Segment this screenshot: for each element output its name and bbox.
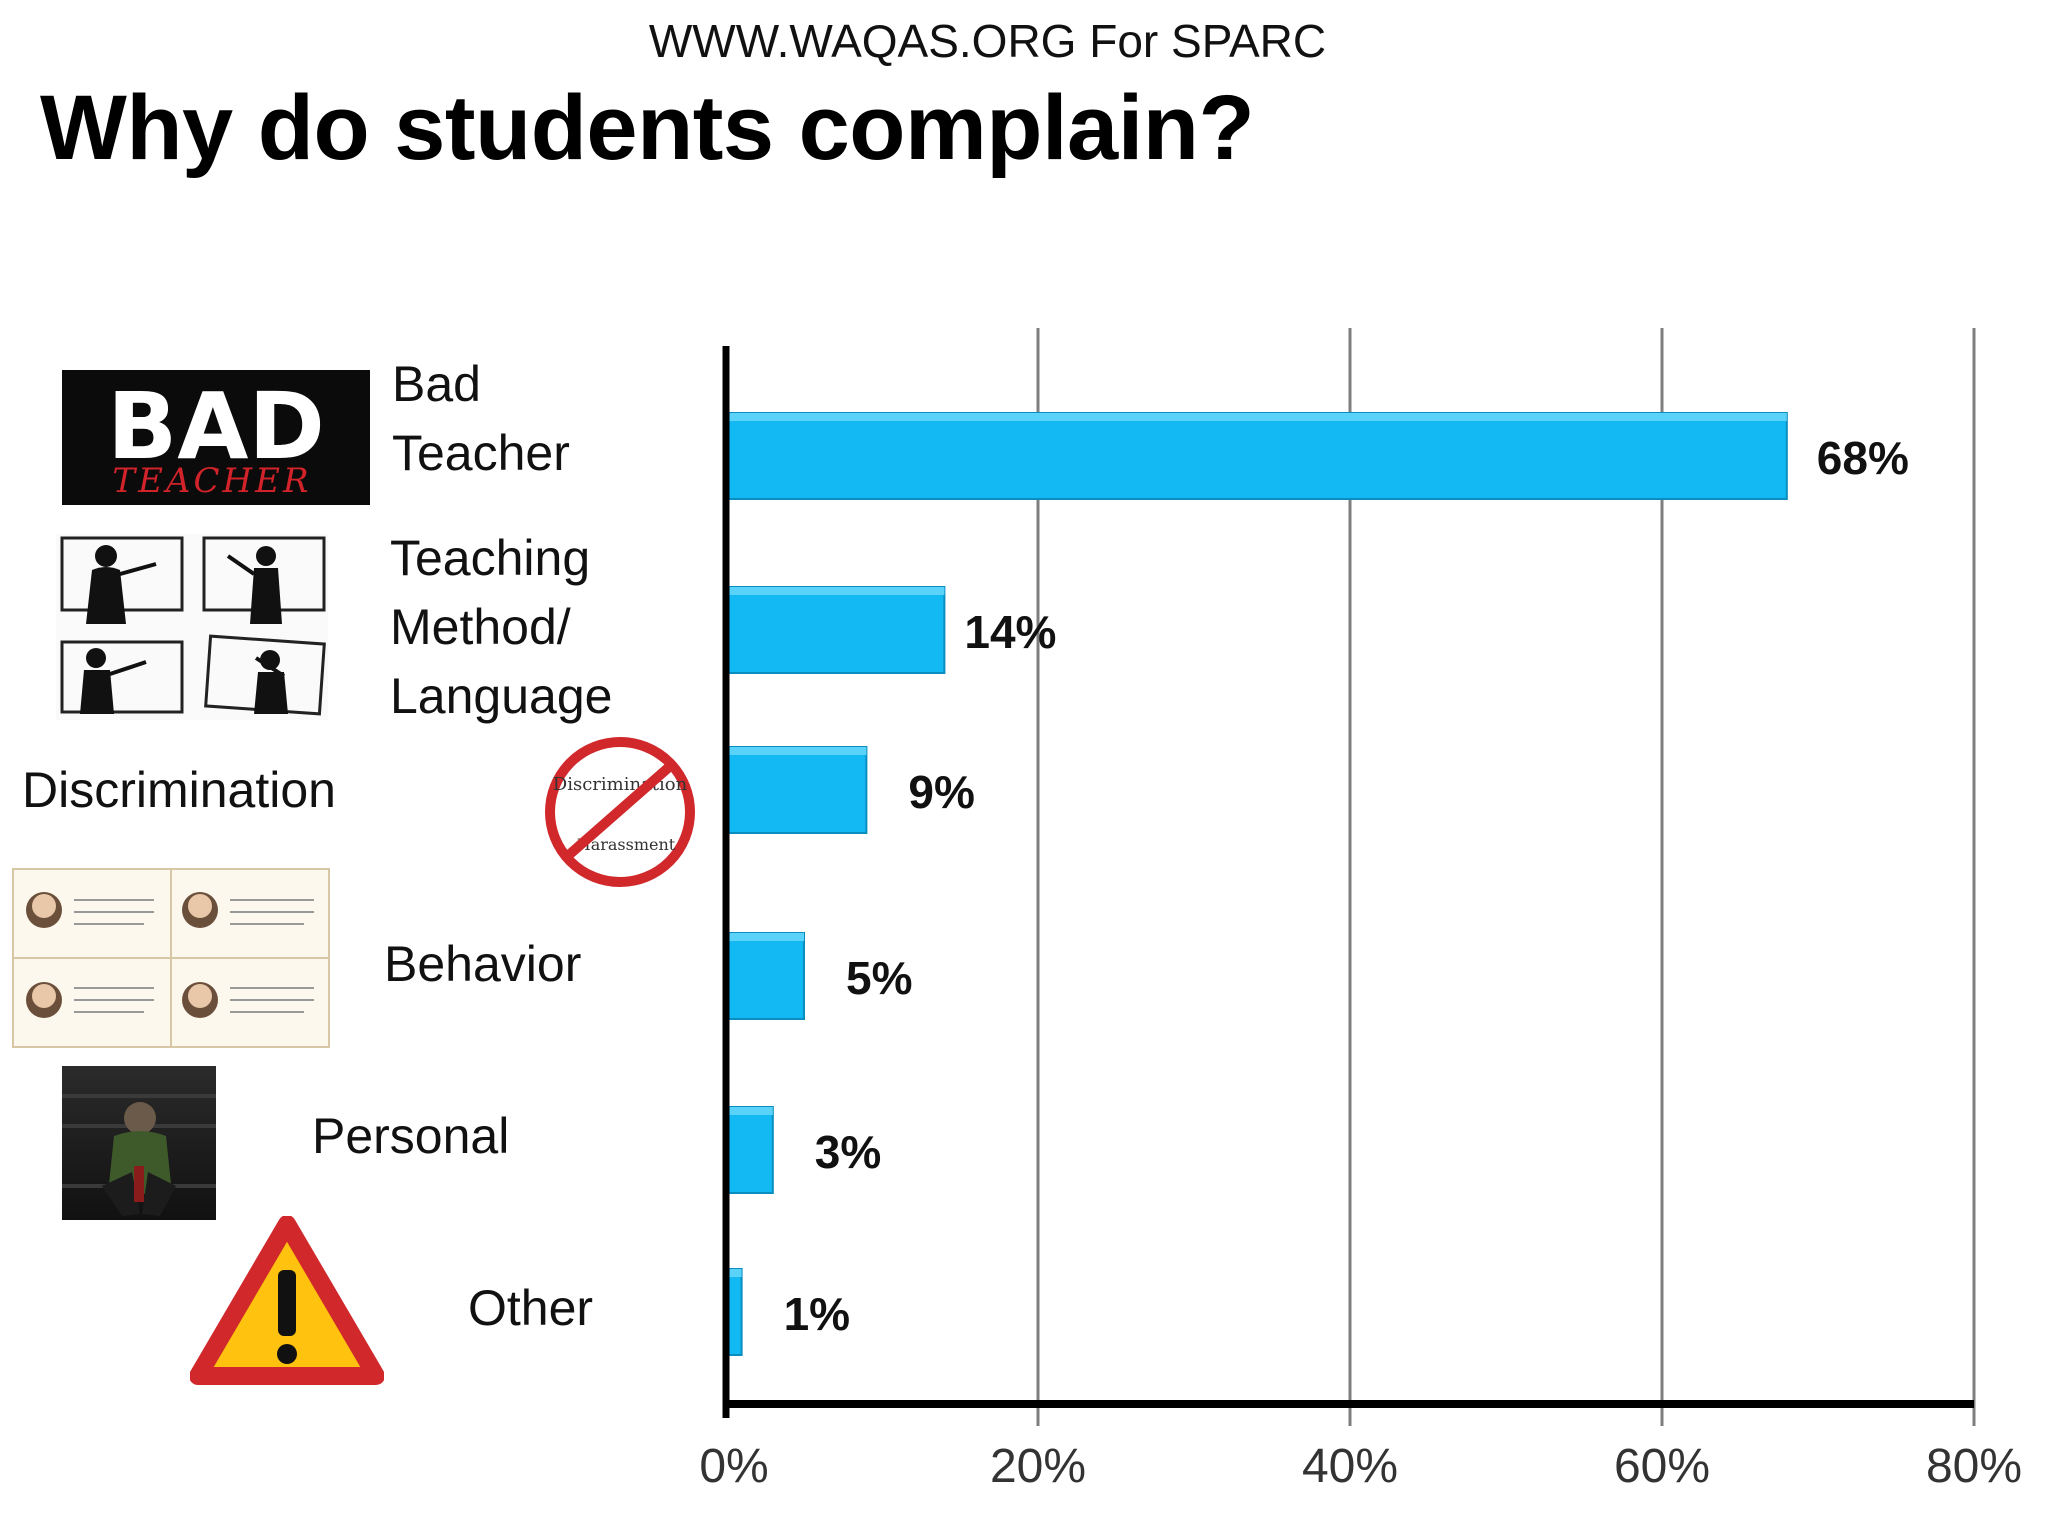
data-label: 68%: [1817, 432, 1909, 484]
data-label: 1%: [784, 1288, 850, 1340]
labels: 0% 20% 40% 60% 80% 68% 14% 9% 5% 3% 1%: [699, 432, 2022, 1493]
bar-highlight: [726, 1269, 742, 1277]
x-tick-label: 40%: [1302, 1440, 1398, 1493]
category-label-line: Language: [390, 668, 613, 724]
bar: [725, 746, 868, 834]
x-tick-label: 60%: [1614, 1440, 1710, 1493]
data-label: 9%: [908, 766, 974, 818]
bar-highlight: [726, 747, 867, 755]
bar-highlight: [726, 933, 804, 941]
behavior-types-image: [12, 868, 330, 1048]
category-label-line: Discrimination: [22, 762, 336, 818]
category-label-line: Teacher: [392, 425, 570, 481]
category-label-line: Bad: [392, 356, 481, 412]
category-label-teaching-method: Teaching Method/ Language: [390, 524, 612, 731]
category-label-discrimination: Discrimination: [22, 756, 336, 825]
bar-highlight: [726, 413, 1787, 421]
no-discrimination-sign-icon: Discrimination Harassment: [540, 732, 700, 892]
warning-icon: [189, 1215, 385, 1388]
bar: [725, 412, 1788, 500]
data-label: 5%: [846, 952, 912, 1004]
x-tick-label: 20%: [990, 1440, 1086, 1493]
category-label-other: Other: [468, 1274, 593, 1343]
bar-highlight: [726, 1107, 773, 1115]
x-tick-label: 80%: [1926, 1440, 2022, 1493]
category-label-line: Method/: [390, 599, 571, 655]
bar: [725, 586, 946, 674]
bad-teacher-logo-image: BAD TEACHER: [62, 370, 370, 505]
category-label-personal: Personal: [312, 1102, 509, 1171]
bar-highlight: [726, 587, 945, 595]
bad-teacher-logo-small: TEACHER: [112, 461, 311, 501]
sign-bottom-text: Harassment: [577, 835, 676, 854]
header-url: WWW.WAQAS.ORG For SPARC: [648, 15, 1327, 67]
category-label-line: Behavior: [384, 936, 582, 992]
category-label-line: Personal: [312, 1108, 510, 1164]
bars: [725, 412, 1788, 1356]
bad-teacher-logo-big: BAD: [107, 373, 325, 480]
category-label-bad-teacher: Bad Teacher: [392, 350, 570, 488]
gridlines: [1036, 328, 1976, 1426]
data-label: 3%: [815, 1126, 881, 1178]
category-label-line: Teaching: [390, 530, 591, 586]
bar: [725, 1106, 774, 1194]
category-label-behavior: Behavior: [384, 930, 581, 999]
slide-title: Why do students complain?: [40, 77, 1255, 179]
bar: [725, 932, 805, 1020]
x-tick-label: 0%: [699, 1440, 768, 1493]
category-label-line: Other: [468, 1280, 594, 1336]
data-label: 14%: [964, 606, 1056, 658]
axes: [722, 346, 1974, 1418]
personal-stress-image: [62, 1066, 216, 1220]
teaching-method-sketches-image: [56, 534, 328, 720]
